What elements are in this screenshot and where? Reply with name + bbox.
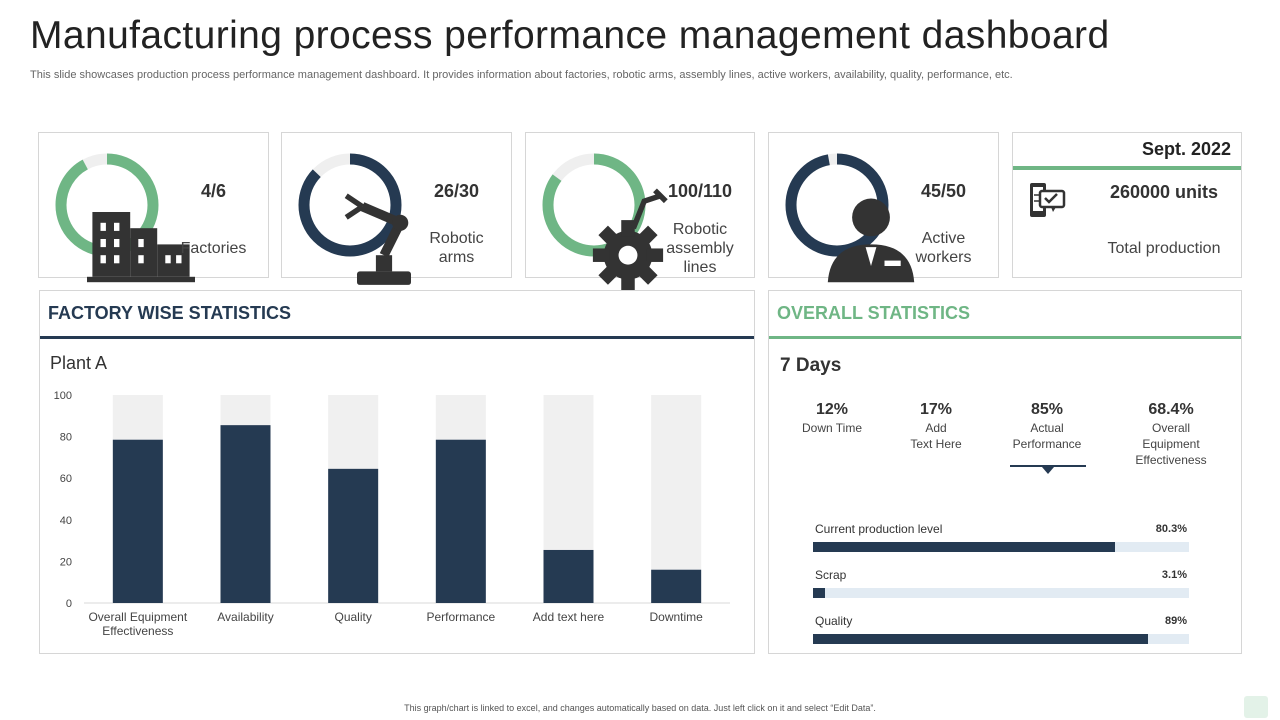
panel-header: FACTORY WISE STATISTICS (40, 291, 754, 339)
factory-building-icon (87, 185, 195, 283)
kpi-card-robotic-arms: 26/30 Robotic arms (281, 132, 512, 285)
x-tick-label: Downtime (649, 610, 703, 624)
stat-actual-performance: 85% Actual Performance (997, 401, 1097, 452)
progress-label: Current production level (815, 522, 943, 536)
factory-bar-chart: 0 20 40 60 80 100 Overall EquipmentEffectivene… (54, 390, 730, 638)
donut-gauge-active-workers (783, 151, 915, 283)
production-accent-bar (1013, 166, 1241, 170)
footer-note: This graph/chart is linked to excel, and… (404, 703, 876, 713)
stat-add-text: 17% Add Text Here (886, 401, 986, 452)
stat-label-line3: Effectiveness (1135, 453, 1207, 467)
stat-selected-pointer (1042, 467, 1054, 474)
gear-robot-icon (574, 185, 668, 291)
panel-header-bar (769, 336, 1241, 339)
overall-statistics-panel: OVERALL STATISTICS 7 Days 12% Down Time … (768, 290, 1242, 654)
corner-badge (1244, 696, 1268, 718)
kpi-value: 4/6 (200, 181, 227, 201)
progress-value: 80.3% (1155, 523, 1187, 535)
kpi-value: 45/50 (920, 181, 967, 201)
stat-value: 85% (1030, 401, 1064, 418)
production-label: Total production (1107, 240, 1221, 257)
x-tick-label: Overall Equipment (88, 610, 187, 624)
progress-track (813, 588, 1189, 598)
stat-value: 68.4% (1148, 401, 1194, 418)
period-label: 7 Days (780, 355, 842, 376)
factory-wise-statistics-panel: FACTORY WISE STATISTICS Plant A 0 20 40 60 8… (39, 290, 755, 654)
progress-track (813, 542, 1189, 552)
x-tick-label: Performance (426, 610, 495, 624)
kpi-label: Factories (180, 240, 247, 257)
panel-title: FACTORY WISE STATISTICS (48, 303, 292, 323)
y-tick-label: 100 (54, 390, 72, 402)
kpi-card-factories: 4/6 Factories (38, 132, 269, 283)
x-tick-label: Add text here (533, 610, 605, 624)
page-subtitle: This slide showcases production process … (30, 69, 1013, 81)
robotic-arm-icon (330, 185, 411, 285)
kpi-label-line1: Robotic (672, 221, 728, 238)
kpi-label-line2: arms (438, 249, 475, 266)
page-title: Manufacturing process performance manage… (30, 14, 1110, 57)
tablet-checklist-icon (1027, 181, 1067, 221)
bar-background (651, 395, 702, 603)
bar (543, 549, 594, 603)
stat-label-line1: Overall (1151, 421, 1190, 435)
stat-overall-equipment-effectiveness: 68.4% Overall Equipment Effectiveness (1121, 401, 1221, 468)
donut-gauge-factories (53, 151, 195, 283)
kpi-label-line1: Active (921, 230, 966, 247)
kpi-label-line2: workers (915, 249, 972, 266)
stat-label-line2: Text Here (910, 437, 962, 451)
progress-fill (813, 542, 1115, 552)
kpi-value: 100/110 (667, 181, 733, 201)
progress-fill (813, 634, 1148, 644)
y-tick-label: 20 (60, 556, 72, 568)
bar (651, 569, 702, 603)
bar (220, 425, 271, 603)
plant-title: Plant A (50, 353, 108, 373)
kpi-label-line2: assembly lines (666, 240, 734, 276)
donut-gauge-assembly-lines (540, 151, 668, 291)
progress-label: Quality (815, 614, 853, 628)
y-tick-label: 80 (60, 432, 72, 444)
stat-down-time: 12% Down Time (782, 401, 882, 436)
stat-value: 17% (919, 401, 953, 418)
x-tick-label: Quality (334, 610, 371, 624)
x-tick-label: Effectiveness (102, 624, 173, 638)
bar (328, 468, 379, 603)
stat-label: Down Time (801, 421, 863, 435)
y-tick-label: 40 (60, 515, 72, 527)
worker-person-icon (817, 185, 915, 283)
stat-label-line1: Actual (1030, 421, 1064, 435)
kpi-label-line1: Robotic (429, 230, 484, 247)
kpi-card-active-workers: 45/50 Active workers (768, 132, 999, 283)
stat-label-line2: Equipment (1142, 437, 1200, 451)
stat-label-line2: Performance (1012, 437, 1082, 451)
donut-fill (298, 153, 402, 257)
production-card: Sept. 2022 260000 units Total production (1012, 132, 1242, 278)
y-tick-label: 0 (66, 598, 72, 610)
panel-header: OVERALL STATISTICS (769, 291, 1241, 339)
progress-value: 89% (1164, 615, 1187, 627)
stat-value: 12% (815, 401, 849, 418)
donut-gauge-robotic-arms (296, 151, 411, 285)
progress-fill (813, 588, 825, 598)
production-units: 260000 units (1109, 182, 1219, 202)
bar (112, 439, 163, 603)
bar (435, 439, 486, 603)
y-tick-label: 60 (60, 473, 72, 485)
x-tick-label: Availability (217, 610, 273, 624)
progress-label: Scrap (815, 568, 847, 582)
progress-value: 3.1% (1161, 569, 1187, 581)
progress-track (813, 634, 1189, 644)
stat-label-line1: Add (925, 421, 947, 435)
stat-selected-underline (1010, 465, 1086, 467)
panel-header-bar (40, 336, 754, 339)
production-date: Sept. 2022 (1141, 139, 1231, 159)
panel-title: OVERALL STATISTICS (777, 303, 971, 323)
kpi-value: 26/30 (433, 181, 480, 201)
kpi-card-assembly-lines: 100/110 Robotic assembly lines (525, 132, 755, 291)
